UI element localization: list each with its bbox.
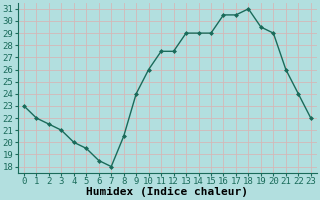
- X-axis label: Humidex (Indice chaleur): Humidex (Indice chaleur): [86, 187, 248, 197]
